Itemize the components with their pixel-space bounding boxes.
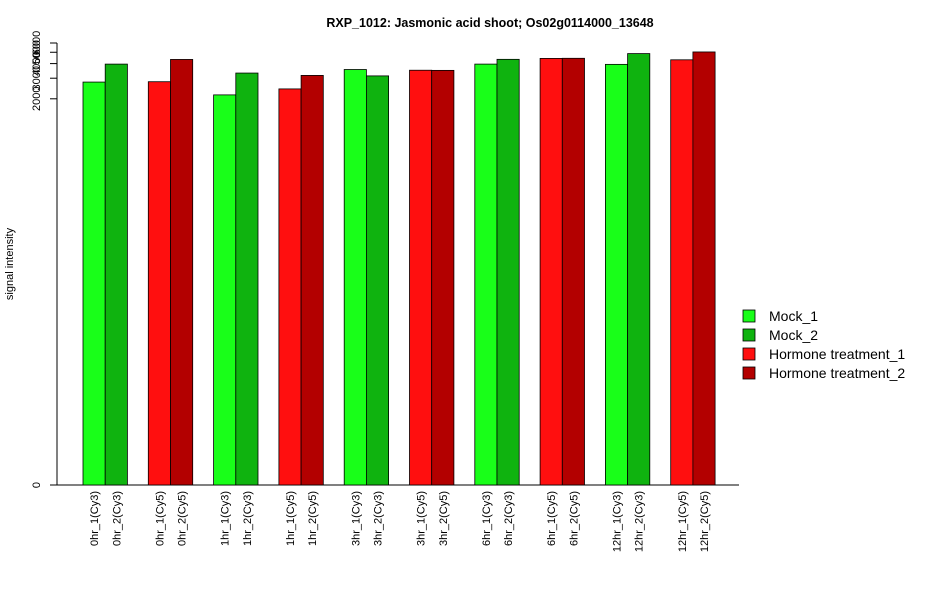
bar-1hr_1(Cy5) — [278, 88, 302, 486]
bar-3hr_1(Cy5) — [409, 69, 433, 486]
x-tick-label: 1hr_2(Cy5) — [307, 491, 319, 546]
bar-3hr_1(Cy3) — [343, 69, 367, 486]
bar-1hr_1(Cy3) — [213, 94, 237, 486]
x-tick-label: 12hr_2(Cy3) — [634, 491, 646, 552]
chart-title: RXP_1012: Jasmonic acid shoot; Os02g0114… — [326, 16, 653, 30]
x-tick-label: 0hr_1(Cy5) — [154, 491, 166, 546]
x-tick-label: 1hr_1(Cy3) — [220, 491, 232, 546]
x-tick-label: 6hr_1(Cy3) — [481, 491, 493, 546]
x-tick-label: 3hr_1(Cy3) — [350, 491, 362, 546]
legend: Mock_1 Mock_2 Hormone treatment_1 Hormone t… — [742, 308, 905, 381]
x-tick-label: 12hr_1(Cy5) — [677, 491, 689, 552]
y-tick-label: 3000 — [31, 66, 43, 90]
legend-swatch — [742, 309, 756, 323]
bar-3hr_2(Cy3) — [365, 75, 389, 486]
bar-0hr_1(Cy3) — [82, 81, 106, 486]
bars — [82, 51, 716, 486]
bar-12hr_1(Cy3) — [605, 63, 629, 486]
legend-swatch — [742, 328, 756, 342]
x-tick-label: 1hr_1(Cy5) — [285, 491, 297, 546]
x-tick-labels: 0hr_1(Cy3) 0hr_2(Cy3) 0hr_1(Cy5) 0hr_2(Cy5)… — [89, 491, 711, 552]
x-tick-label: 0hr_1(Cy3) — [89, 491, 101, 546]
y-tick-label: 6000 — [31, 31, 43, 55]
bar-1hr_2(Cy3) — [235, 72, 259, 486]
x-tick-label: 3hr_2(Cy3) — [373, 491, 385, 546]
bar-1hr_2(Cy5) — [300, 75, 324, 486]
x-tick-label: 3hr_2(Cy5) — [438, 491, 450, 546]
x-tick-label: 12hr_1(Cy3) — [612, 491, 624, 552]
y-tick-label: 2000 — [31, 87, 43, 111]
bar-3hr_2(Cy5) — [431, 69, 455, 486]
x-tick-label: 0hr_2(Cy5) — [177, 491, 189, 546]
bar-6hr_1(Cy5) — [539, 58, 563, 486]
bar-6hr_2(Cy3) — [496, 58, 520, 486]
x-tick-label: 0hr_2(Cy3) — [111, 491, 123, 546]
bar-12hr_2(Cy5) — [692, 51, 716, 486]
bar-12hr_2(Cy3) — [627, 53, 651, 486]
bar-0hr_1(Cy5) — [147, 81, 171, 486]
y-tick-label: 4000 — [31, 51, 43, 75]
legend-label: Hormone treatment_1 — [769, 346, 905, 362]
x-tick-label: 6hr_2(Cy3) — [503, 491, 515, 546]
legend-swatch — [742, 366, 756, 380]
y-tick-label: 0 — [31, 482, 43, 488]
bar-0hr_2(Cy3) — [104, 63, 128, 486]
bar-12hr_1(Cy5) — [670, 59, 694, 486]
y-tick-label: 5000 — [31, 40, 43, 64]
bar-6hr_1(Cy3) — [474, 63, 498, 486]
bar-0hr_2(Cy5) — [170, 59, 194, 486]
legend-swatch — [742, 347, 756, 361]
x-tick-label: 1hr_2(Cy3) — [242, 491, 254, 546]
legend-label: Mock_2 — [769, 327, 818, 343]
x-tick-label: 6hr_1(Cy5) — [546, 491, 558, 546]
x-tick-label: 6hr_2(Cy5) — [568, 491, 580, 546]
legend-label: Mock_1 — [769, 308, 818, 324]
legend-label: Hormone treatment_2 — [769, 365, 905, 381]
x-tick-label: 12hr_2(Cy5) — [699, 491, 711, 552]
bar-6hr_2(Cy5) — [561, 57, 585, 486]
y-axis-label: signal intensity — [4, 227, 16, 300]
x-tick-label: 3hr_1(Cy5) — [416, 491, 428, 546]
